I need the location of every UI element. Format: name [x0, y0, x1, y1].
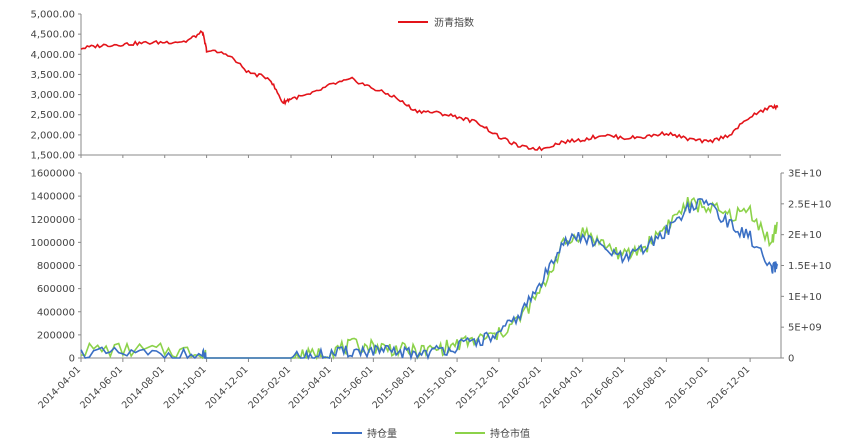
bottom-x-tick-label: 2016-10-01 — [664, 364, 711, 411]
bottom-x-tick-label: 2015-08-01 — [371, 364, 418, 411]
bottom-x-tick-label: 2015-04-01 — [287, 364, 334, 411]
bottom-y-tick-label: 800000 — [37, 261, 75, 272]
bottom-y-tick-label: 200000 — [37, 330, 75, 341]
bottom-y-tick-label: 1200000 — [30, 215, 75, 226]
top-y-tick-label: 2,000.00 — [30, 130, 75, 141]
series-line-open-interest — [80, 197, 779, 361]
legend-label-open-interest: 持仓量 — [367, 427, 397, 440]
bottom-x-tick-label: 2016-04-01 — [538, 364, 585, 411]
bottom-x-tick-label: 2014-08-01 — [120, 364, 167, 411]
bottom-y-tick-label: 0 — [69, 354, 75, 365]
bottom-y2-tick-label: 2.5E+10 — [788, 199, 831, 210]
legend-label-asphalt-index: 沥青指数 — [434, 16, 474, 29]
bottom-x-tick-label: 2014-06-01 — [78, 364, 125, 411]
top-y-tick-label: 2,500.00 — [30, 110, 75, 121]
bottom-x-tick-label: 2016-06-01 — [580, 364, 627, 411]
top-y-tick-label: 5,000.00 — [30, 10, 75, 21]
bottom-y2-tick-label: 0 — [788, 354, 794, 365]
top-y-tick-label: 4,000.00 — [30, 50, 75, 61]
legend-label-position-value: 持仓市值 — [490, 427, 530, 440]
bottom-y-tick-label: 1400000 — [30, 192, 75, 203]
top-y-tick-label: 1,500.00 — [30, 151, 75, 162]
bottom-y-tick-label: 1600000 — [30, 169, 75, 180]
top-y-tick-label: 3,500.00 — [30, 70, 75, 81]
bottom-x-tick-label: 2016-08-01 — [622, 364, 669, 411]
bottom-x-tick-label: 2015-02-01 — [246, 364, 293, 411]
bottom-y2-tick-label: 1E+10 — [788, 292, 822, 303]
bottom-y2-tick-label: 1.5E+10 — [788, 261, 831, 272]
series-line-asphalt-index — [80, 29, 779, 152]
bottom-x-tick-label: 2014-04-01 — [36, 364, 83, 411]
top-y-tick-label: 4,500.00 — [30, 30, 75, 41]
bottom-y2-tick-label: 3E+10 — [788, 169, 822, 180]
bottom-x-tick-label: 2015-10-01 — [412, 364, 459, 411]
bottom-x-tick-label: 2014-12-01 — [204, 364, 251, 411]
bottom-x-tick-label: 2016-12-01 — [705, 364, 752, 411]
series-line-position-value — [80, 196, 779, 361]
top-y-tick-label: 3,000.00 — [30, 90, 75, 101]
bottom-x-tick-label: 2015-06-01 — [329, 364, 376, 411]
bottom-y-tick-label: 600000 — [37, 284, 75, 295]
bottom-y2-tick-label: 5E+09 — [788, 323, 822, 334]
bottom-x-tick-label: 2015-12-01 — [454, 364, 501, 411]
bottom-y-tick-label: 400000 — [37, 307, 75, 318]
bottom-x-tick-label: 2014-10-01 — [162, 364, 209, 411]
bottom-x-tick-label: 2016-02-01 — [497, 364, 544, 411]
bottom-y-tick-label: 1000000 — [30, 238, 75, 249]
bottom-y2-tick-label: 2E+10 — [788, 230, 822, 241]
